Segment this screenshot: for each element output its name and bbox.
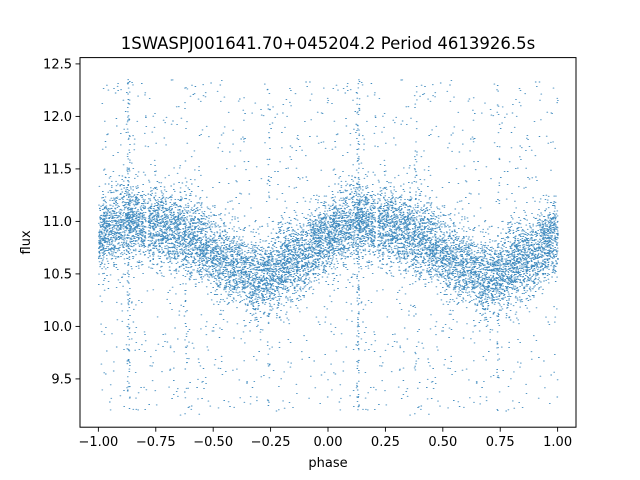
- y-axis: 9.5 10.0 10.5 11.0 11.5 12.0 12.5: [43, 57, 80, 387]
- x-tick-label: 0.00: [314, 435, 343, 450]
- y-tick-label: 11.0: [43, 215, 72, 230]
- x-tick-label: 1.00: [543, 435, 572, 450]
- x-axis: −1.00 −0.75 −0.50 −0.25 0.00 0.25 0.50 0.75 1.00: [78, 427, 572, 450]
- x-tick-label: 0.25: [371, 435, 400, 450]
- y-tick-label: 12.0: [43, 110, 72, 125]
- y-axis-label: flux: [19, 230, 34, 254]
- y-tick-label: 9.5: [51, 372, 72, 387]
- y-tick-label: 12.5: [43, 57, 72, 72]
- x-axis-label: phase: [308, 456, 347, 471]
- x-tick-label: 0.50: [428, 435, 457, 450]
- x-tick-label: −0.25: [251, 435, 291, 450]
- y-tick-label: 10.0: [43, 320, 72, 335]
- y-tick-label: 10.5: [43, 267, 72, 282]
- x-tick-label: 0.75: [486, 435, 515, 450]
- x-tick-label: −0.75: [136, 435, 176, 450]
- scatter-points: [97, 79, 559, 416]
- x-tick-label: −0.50: [193, 435, 233, 450]
- chart-title: 1SWASPJ001641.70+045204.2 Period 4613926…: [121, 34, 536, 53]
- x-tick-label: −1.00: [78, 435, 118, 450]
- y-tick-label: 11.5: [43, 162, 72, 177]
- data-points: [97, 79, 559, 416]
